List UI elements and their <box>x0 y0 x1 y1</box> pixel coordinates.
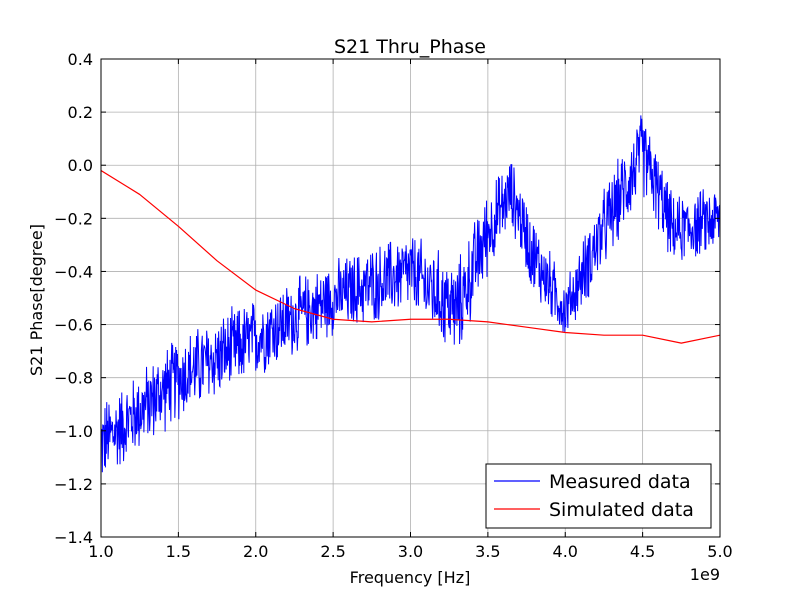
x-tick-label: 2.5 <box>320 542 345 561</box>
x-axis-label: Frequency [Hz] <box>350 568 471 587</box>
x-tick-label: 1.5 <box>166 542 191 561</box>
y-tick-label: 0.2 <box>68 103 93 122</box>
x-tick-label: 2.0 <box>243 542 268 561</box>
chart-title: S21 Thru_Phase <box>334 36 486 58</box>
legend: Measured data Simulated data <box>485 463 712 529</box>
y-tick-label: −0.4 <box>54 262 93 281</box>
y-axis-label: S21 Phase[degree] <box>27 224 46 376</box>
legend-label-measured: Measured data <box>549 471 691 493</box>
legend-box <box>485 463 712 529</box>
x-axis-offset-label: 1e9 <box>690 565 720 584</box>
y-tick-label: 0.4 <box>68 50 93 69</box>
x-tick-label: 5.0 <box>707 542 732 561</box>
axis-ticks: 1.0 1.5 2.0 2.5 3.0 3.5 4.0 4.5 5.0 −1.4 −1.2 −1.0 −… <box>54 50 733 561</box>
x-tick-label: 4.5 <box>630 542 655 561</box>
series-line-measured <box>101 115 720 473</box>
x-tick-label: 1.0 <box>88 542 113 561</box>
y-tick-label: −1.4 <box>54 528 93 547</box>
legend-label-simulated: Simulated data <box>549 499 694 521</box>
y-tick-label: −0.8 <box>54 369 93 388</box>
y-tick-label: −0.6 <box>54 316 93 335</box>
y-tick-label: 0.0 <box>68 156 93 175</box>
y-tick-label: −0.2 <box>54 209 93 228</box>
series-line-simulated <box>101 170 720 344</box>
y-tick-label: −1.0 <box>54 422 93 441</box>
y-tick-label: −1.2 <box>54 475 93 494</box>
x-tick-label: 3.0 <box>398 542 423 561</box>
x-tick-label: 3.5 <box>475 542 500 561</box>
x-tick-label: 4.0 <box>553 542 578 561</box>
series-layer <box>101 115 720 473</box>
